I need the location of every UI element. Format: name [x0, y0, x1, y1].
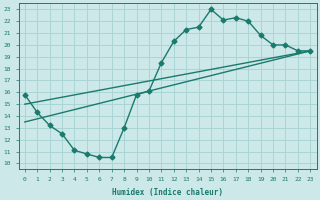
- X-axis label: Humidex (Indice chaleur): Humidex (Indice chaleur): [112, 188, 223, 197]
